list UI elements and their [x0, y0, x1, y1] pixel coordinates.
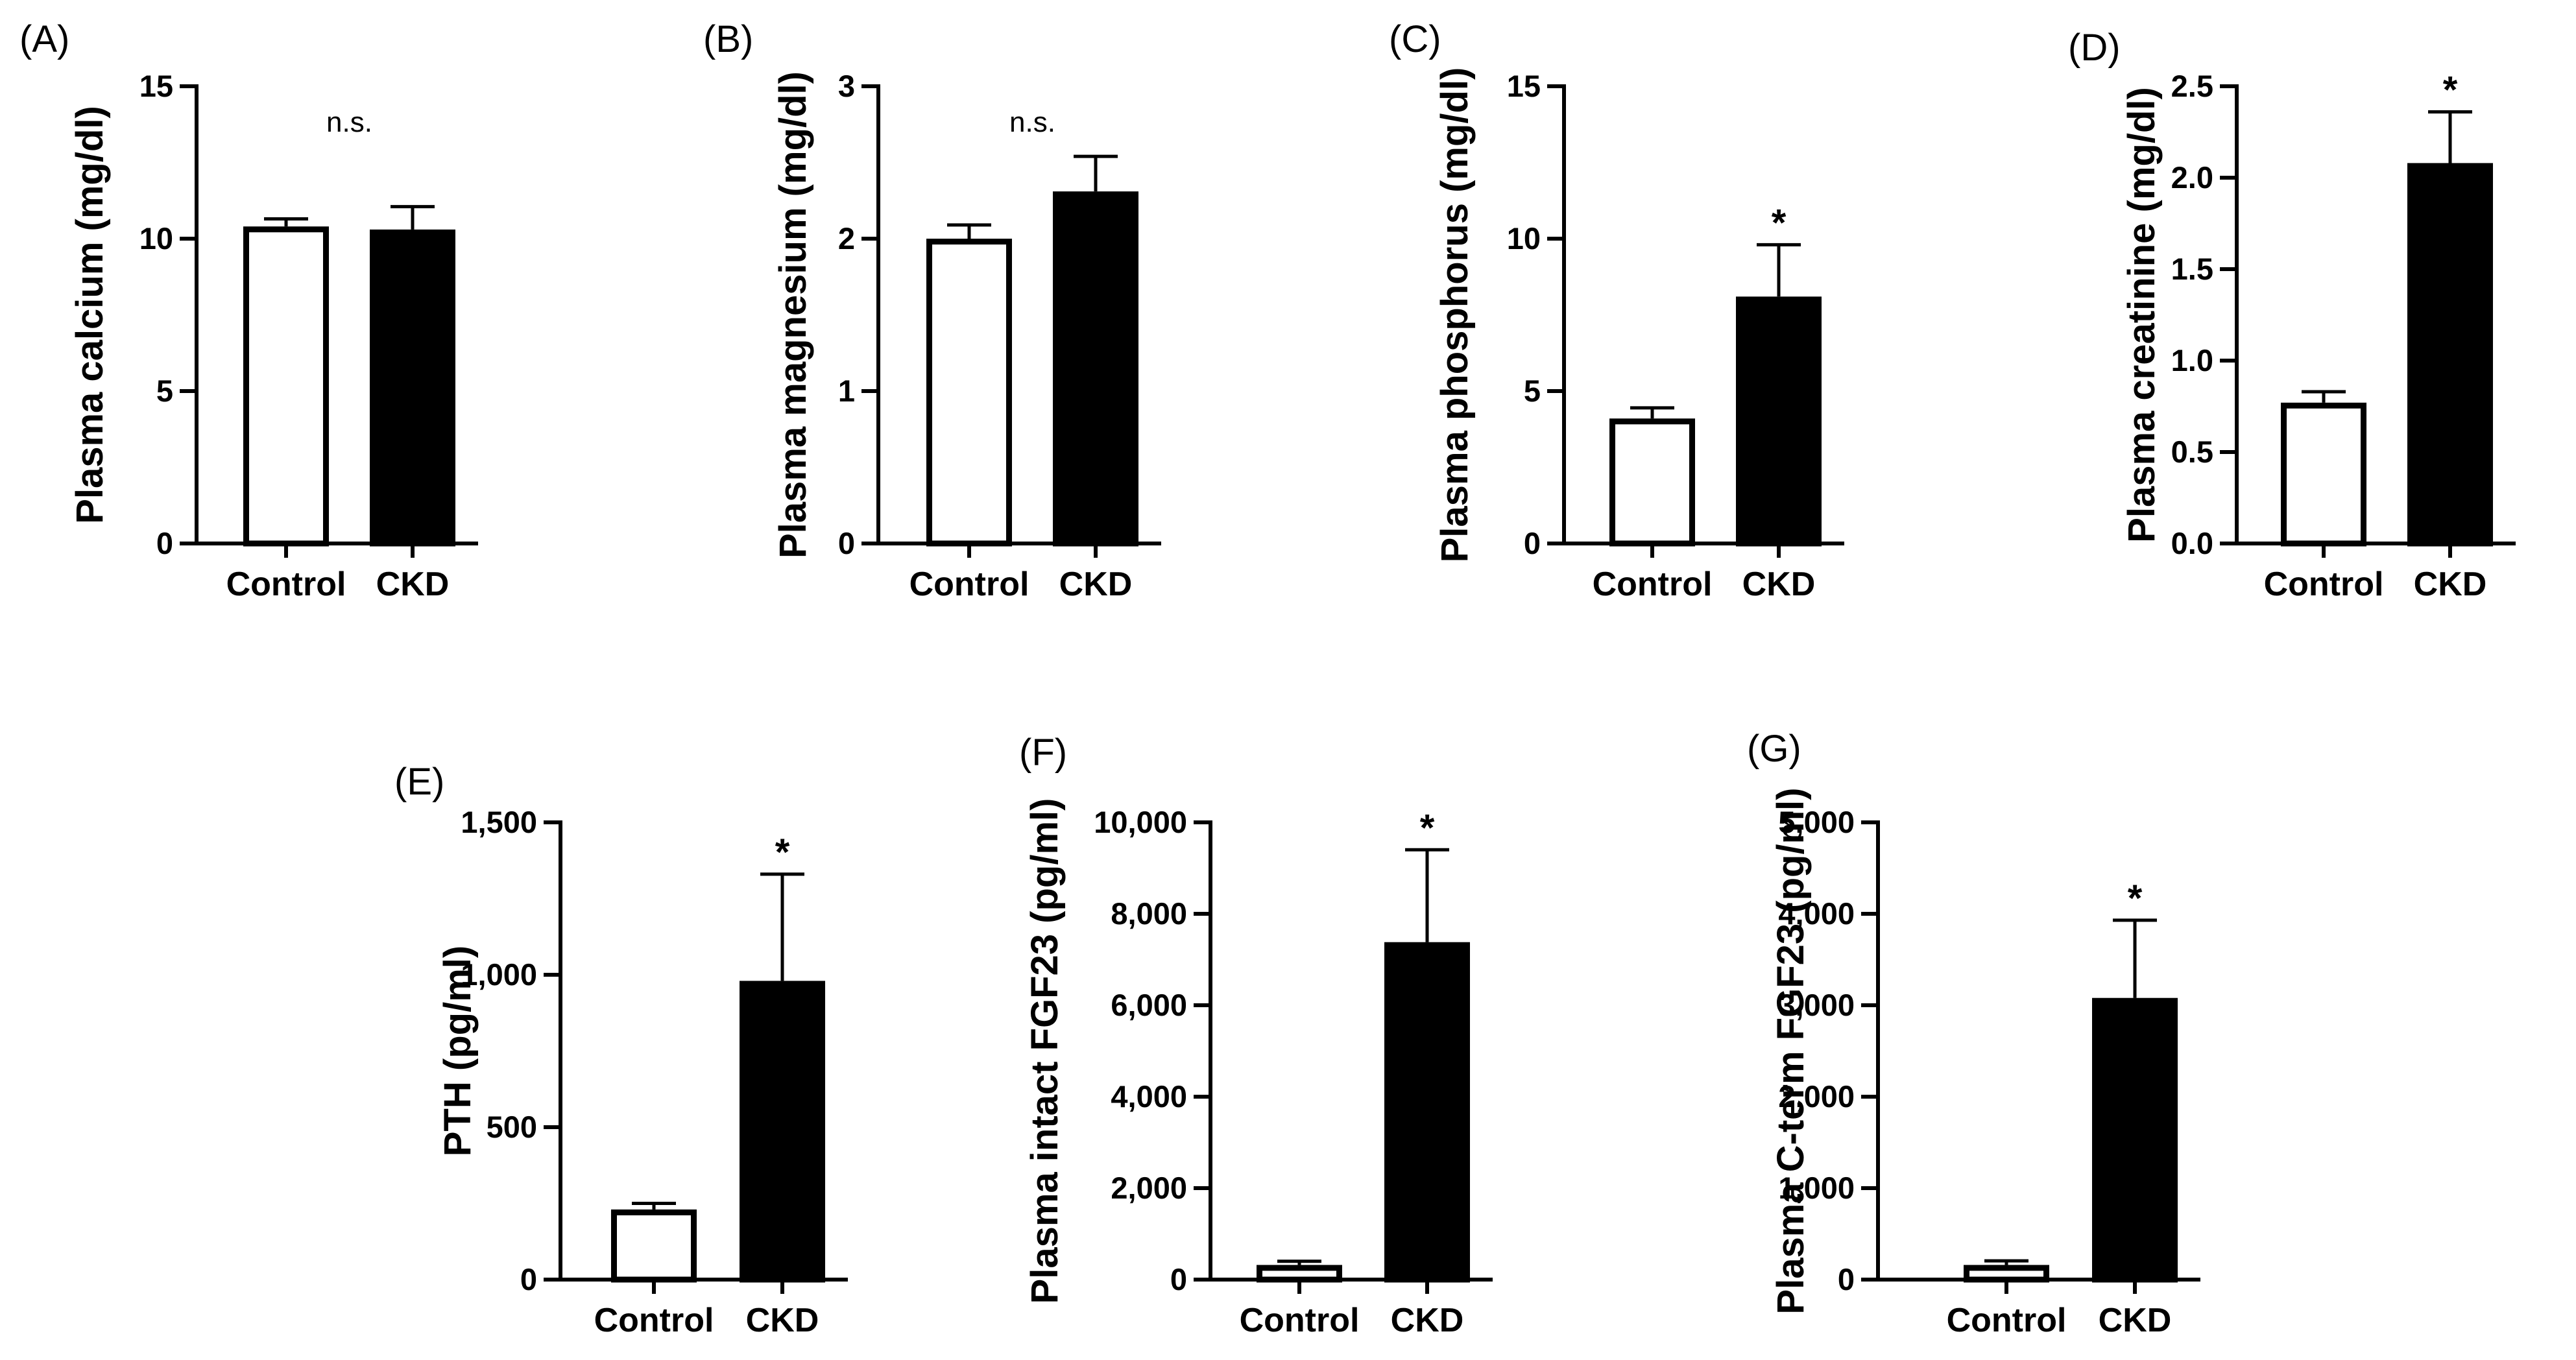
y-axis-label: Plasma phosphorus (mg/dl)	[1434, 67, 1476, 563]
y-tick-label: 0	[156, 526, 173, 560]
y-tick-label: 0	[520, 1262, 537, 1296]
significance-label: *	[1772, 202, 1787, 244]
y-tick-label: 10	[1507, 221, 1541, 256]
y-tick-label: 500	[487, 1110, 537, 1144]
y-tick-label: 0	[1524, 526, 1541, 560]
panel-letter: (B)	[703, 18, 753, 60]
category-label: CKD	[2414, 566, 2487, 603]
y-tick-label: 1.5	[2171, 252, 2213, 286]
y-tick-label: 0	[838, 526, 855, 560]
y-axis-label: Plasma C-term FGF23 (pg/ml)	[1770, 787, 1812, 1314]
panel-letter: (C)	[1389, 18, 1441, 60]
y-tick-label: 1,000	[1778, 1171, 1855, 1205]
y-tick-label: 4,000	[1111, 1079, 1187, 1114]
y-tick-label: 3	[838, 69, 855, 103]
y-axis-label: Plasma creatinine (mg/dl)	[2121, 87, 2163, 543]
significance-label: *	[2443, 69, 2458, 111]
y-tick-label: 15	[1507, 69, 1541, 103]
category-label: Control	[594, 1302, 714, 1339]
panel-letter: (G)	[1747, 728, 1801, 770]
bar-control	[926, 239, 1012, 547]
y-tick-label: 10	[139, 221, 173, 256]
category-label: CKD	[376, 566, 450, 603]
chart-panel-c: (C) Plasma phosphorus (mg/dl) 0 5 10 15 Contro…	[1389, 18, 1844, 603]
category-label: Control	[1240, 1302, 1360, 1339]
category-label: Control	[1593, 566, 1713, 603]
y-tick-label: 2,000	[1111, 1171, 1187, 1205]
y-tick-label: 5,000	[1778, 805, 1855, 839]
y-tick-label: 1,500	[461, 805, 537, 839]
y-tick-label: 0.5	[2171, 435, 2213, 469]
panel-letter: (F)	[1019, 732, 1067, 774]
y-tick-label: 15	[139, 69, 173, 103]
bar-control	[611, 1209, 697, 1283]
y-tick-label: 5	[1524, 374, 1541, 408]
bar-control	[2281, 402, 2366, 547]
category-label: CKD	[1742, 566, 1816, 603]
bar-ckd	[740, 981, 825, 1283]
panel-letter: (A)	[19, 18, 69, 60]
y-tick-label: 0	[1170, 1262, 1187, 1296]
category-label: Control	[2264, 566, 2384, 603]
y-tick-label: 2.5	[2171, 69, 2213, 103]
y-tick-label: 4,000	[1778, 896, 1855, 931]
bar-control	[1257, 1265, 1342, 1283]
y-tick-label: 2,000	[1778, 1079, 1855, 1114]
bar-ckd	[2407, 163, 2493, 547]
y-tick-label: 10,000	[1094, 805, 1187, 839]
chart-panel-d: (D)Plasma creatinine (mg/dl)0.0 0.5 1.0 1.5…	[2068, 27, 2516, 603]
chart-panel-g: (G) Plasma C-term FGF23 (pg/ml) 0 1,000 2,00…	[1747, 728, 2200, 1339]
panel-letter: (E)	[394, 761, 444, 803]
category-label: CKD	[1391, 1302, 1464, 1339]
category-label: CKD	[2099, 1302, 2172, 1339]
chart-panel-f: (F) Plasma intact FGF23 (pg/ml) 0 2,000 4,00…	[1019, 732, 1493, 1339]
category-label: Control	[909, 566, 1029, 603]
bar-ckd	[370, 229, 455, 547]
y-axis-label: PTH (pg/ml)	[437, 946, 479, 1156]
significance-label: *	[1420, 807, 1435, 849]
y-tick-label: 0	[1838, 1262, 1855, 1296]
significance-label: n.s.	[1009, 106, 1055, 138]
bar-ckd	[1736, 296, 1822, 547]
y-axis-label: Plasma intact FGF23 (pg/ml)	[1024, 798, 1066, 1304]
bar-ckd	[2092, 997, 2178, 1283]
significance-label: *	[775, 831, 790, 874]
panel-letter: (D)	[2068, 27, 2121, 69]
bar-control	[1609, 418, 1695, 547]
y-tick-label: 2	[838, 221, 855, 256]
y-tick-label: 3,000	[1778, 988, 1855, 1022]
bar-control	[243, 226, 329, 547]
category-label: Control	[1947, 1302, 2067, 1339]
significance-label: *	[2128, 877, 2143, 920]
chart-panel-a: (A) Plasma calcium (mg/dl) 0 5 10 15 Control CK…	[19, 18, 478, 603]
bar-ckd	[1384, 942, 1470, 1283]
y-tick-label: 0.0	[2171, 526, 2213, 560]
category-label: CKD	[1059, 566, 1133, 603]
y-tick-label: 1	[838, 374, 855, 408]
bar-control	[1964, 1265, 2049, 1283]
chart-panel-b: (B) Plasma magnesium (mg/dl) 0 1 2 3 Control CK…	[703, 18, 1161, 603]
y-tick-label: 5	[156, 374, 173, 408]
y-tick-label: 8,000	[1111, 896, 1187, 931]
y-axis-label: Plasma calcium (mg/dl)	[69, 106, 111, 524]
bar-ckd	[1053, 191, 1138, 547]
significance-label: n.s.	[326, 106, 372, 138]
category-label: CKD	[746, 1302, 819, 1339]
y-axis-label: Plasma magnesium (mg/dl)	[772, 71, 814, 558]
chart-panel-e: (E) PTH (pg/ml) 0 500 1,000 1,500 Control CKD *	[394, 761, 848, 1339]
y-tick-label: 1.0	[2171, 343, 2213, 377]
category-label: Control	[226, 566, 346, 603]
y-tick-label: 6,000	[1111, 988, 1187, 1022]
y-tick-label: 2.0	[2171, 160, 2213, 195]
y-tick-label: 1,000	[461, 957, 537, 992]
